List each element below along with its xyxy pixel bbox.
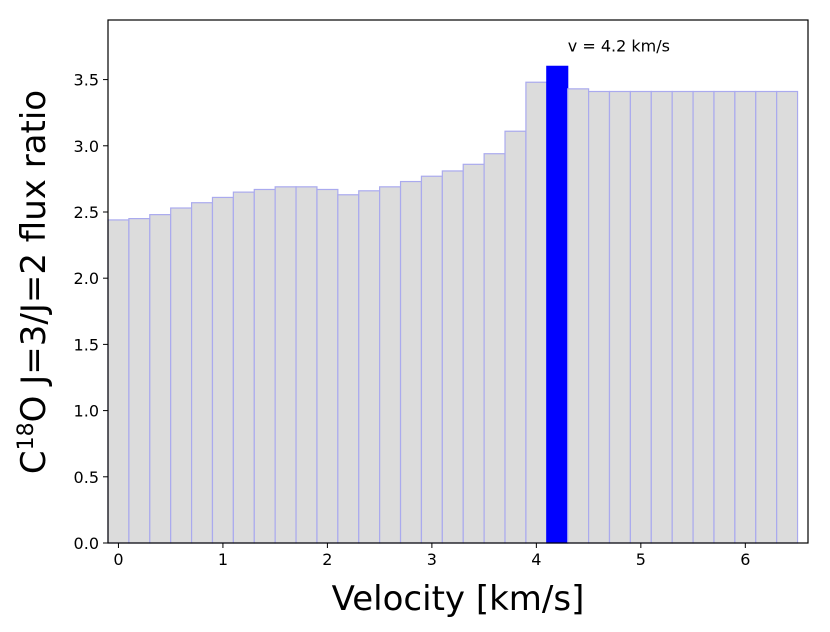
bar	[713, 90, 736, 544]
bar	[755, 90, 778, 544]
bar	[253, 188, 276, 544]
x-axis-ticks: 0 1 2 3 4 5 6	[113, 543, 750, 569]
highlight-annotation: v = 4.2 km/s	[568, 36, 670, 55]
bar	[170, 207, 193, 544]
bar	[358, 190, 381, 544]
bar	[128, 218, 151, 544]
bar	[483, 153, 506, 544]
y-axis-label-pre: C	[14, 450, 54, 474]
bar-highlight	[546, 65, 569, 544]
bar	[441, 170, 464, 544]
bar	[420, 175, 443, 544]
x-tick-label: 6	[740, 550, 750, 569]
bars-group	[107, 65, 799, 544]
y-tick-label: 0.5	[74, 468, 99, 487]
bar	[379, 186, 402, 544]
bar	[232, 191, 255, 544]
x-tick-label: 4	[531, 550, 541, 569]
y-tick-label: 2.5	[74, 203, 99, 222]
bar	[190, 202, 214, 544]
x-tick-label: 2	[322, 550, 332, 569]
y-tick-label: 3.0	[74, 137, 99, 156]
y-tick-label: 1.5	[74, 335, 99, 354]
y-axis-label-post: O J=3/J=2 flux ratio	[14, 90, 54, 422]
bar	[629, 90, 652, 544]
x-tick-label: 1	[218, 550, 228, 569]
x-tick-label: 3	[427, 550, 437, 569]
bar	[567, 88, 590, 544]
y-tick-label: 0.0	[74, 534, 99, 553]
bar	[671, 90, 694, 544]
bar	[650, 90, 673, 544]
bar	[462, 163, 485, 544]
x-tick-label: 0	[113, 550, 123, 569]
y-tick-label: 3.5	[74, 71, 99, 90]
bar	[295, 186, 318, 544]
bar	[504, 130, 527, 544]
bar	[316, 188, 339, 544]
y-axis-label-sup: 18	[14, 422, 39, 450]
bar	[107, 219, 130, 544]
bar	[776, 90, 799, 544]
bar	[399, 180, 423, 544]
x-axis-label: Velocity [km/s]	[332, 579, 585, 619]
bar	[734, 90, 757, 544]
y-tick-label: 1.0	[74, 402, 99, 421]
bar	[692, 90, 715, 544]
plot-frame	[107, 19, 809, 544]
bar	[211, 196, 234, 544]
bar	[149, 214, 172, 544]
bar	[337, 194, 360, 544]
y-axis-label: C18O J=3/J=2 flux ratio	[14, 90, 54, 474]
x-tick-label: 5	[636, 550, 646, 569]
bar	[587, 90, 611, 544]
bar	[274, 186, 297, 544]
y-axis-ticks: 0.0 0.5 1.0 1.5 2.0 2.5 3.0 3.5	[74, 71, 108, 553]
y-tick-label: 2.0	[74, 269, 99, 288]
bar	[525, 81, 548, 544]
bar	[608, 90, 631, 544]
